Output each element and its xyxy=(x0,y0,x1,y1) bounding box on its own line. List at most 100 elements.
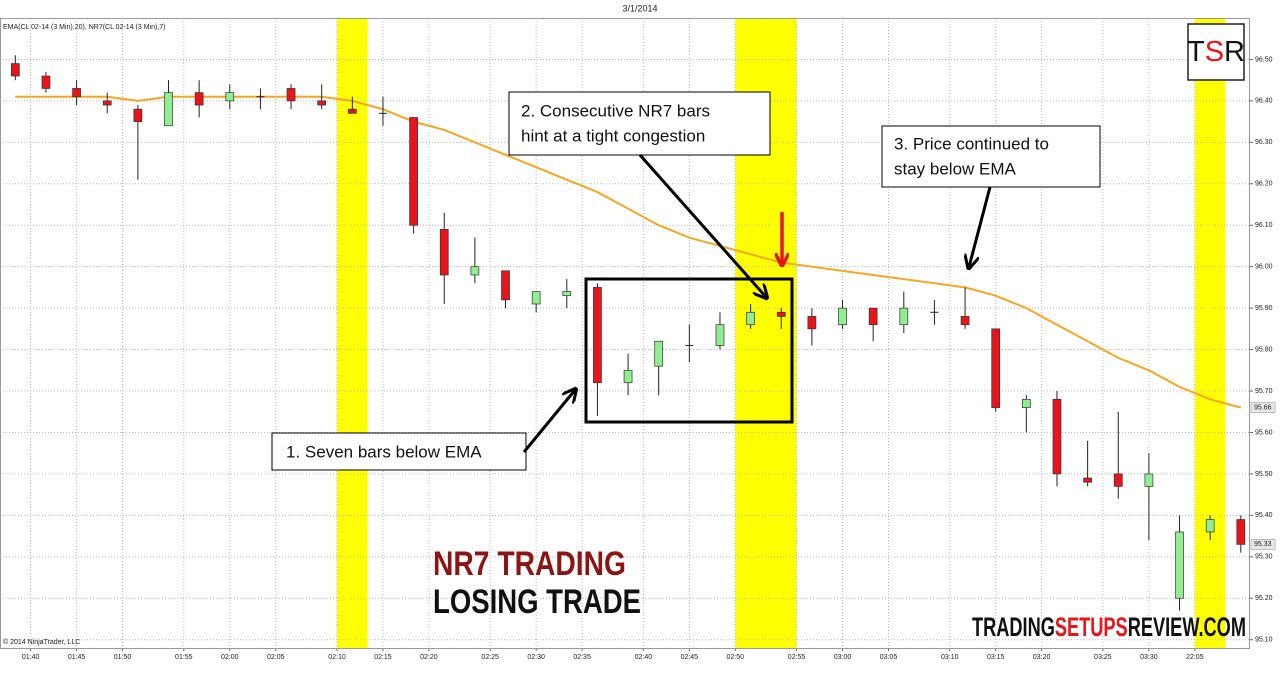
logo-letter: R xyxy=(1224,36,1245,68)
x-tick-label: 02:00 xyxy=(221,654,239,661)
candle-body xyxy=(1236,519,1246,545)
logo: TSR xyxy=(1187,36,1245,68)
congestion-box xyxy=(584,277,794,424)
grid: 96.50 96.40 96.30 96.20 96.10 96.00 95.90 95.80… xyxy=(0,18,1273,661)
x-tick-label: 02:15 xyxy=(374,654,392,661)
candle-body xyxy=(72,88,81,98)
x-tick-label: 01:50 xyxy=(114,654,132,661)
candle-body xyxy=(1021,398,1031,408)
price-tag xyxy=(1250,402,1276,413)
indicator-label: EMA(CL 02-14 (3 Min),20), NR7(CL 02-14 (… xyxy=(3,24,165,31)
x-tick-label: 02:40 xyxy=(635,654,653,661)
candle-body xyxy=(286,88,296,102)
x-tick-label: 22:05 xyxy=(1186,654,1204,661)
x-tick-label: 02:50 xyxy=(727,654,745,661)
arrow xyxy=(638,154,766,297)
candle-body xyxy=(501,270,510,301)
y-tick-label: 95.50 xyxy=(1255,471,1273,478)
copyright: © 2014 NinjaTrader, LLC xyxy=(3,638,80,646)
x-tick-label: 03:25 xyxy=(1094,654,1112,661)
y-tick-label: 95.10 xyxy=(1255,637,1273,644)
y-tick-label: 96.30 xyxy=(1255,139,1273,146)
x-tick-label: 02:55 xyxy=(788,654,806,661)
x-tick-label: 02:35 xyxy=(573,654,591,661)
headline: LOSING TRADE xyxy=(433,583,641,621)
annotation-box xyxy=(881,125,1101,188)
candle-body xyxy=(807,316,817,330)
candle-body xyxy=(868,307,878,326)
price-tag-label: 95.33 xyxy=(1254,541,1272,548)
y-tick-label: 95.20 xyxy=(1255,595,1273,602)
y-tick-label: 95.70 xyxy=(1255,388,1273,395)
candle-body xyxy=(991,328,1001,408)
chart-title: 3/1/2014 xyxy=(622,3,657,13)
candle-body xyxy=(1144,473,1154,487)
candle-body xyxy=(715,324,725,346)
annotation: 3. Price continued to xyxy=(894,134,1049,153)
y-tick-label: 95.40 xyxy=(1255,512,1273,519)
candle-body xyxy=(470,266,480,276)
x-tick-label: 02:30 xyxy=(527,654,545,661)
candle-body xyxy=(10,63,20,77)
arrow xyxy=(522,390,575,453)
annotation: 2. Consecutive NR7 bars xyxy=(521,101,710,120)
watermark-part: SETUPS xyxy=(1055,612,1128,642)
watermark: TRADINGSETUPSREVIEW.COM xyxy=(972,612,1246,642)
price-tag xyxy=(1250,539,1276,550)
price-tag-label: 95.66 xyxy=(1254,404,1272,411)
annotation-box xyxy=(508,91,771,156)
candle-body xyxy=(317,100,327,106)
arrow xyxy=(969,186,992,267)
watermark-part: REVIEW.COM xyxy=(1128,612,1246,642)
candle-body xyxy=(623,369,633,384)
x-tick-label: 02:05 xyxy=(267,654,285,661)
candle-body xyxy=(746,311,755,326)
candle-body xyxy=(562,291,572,297)
candle-body xyxy=(838,307,847,326)
candle-body xyxy=(347,108,357,114)
y-tick-label: 95.30 xyxy=(1255,554,1273,561)
annotation: stay below EMA xyxy=(894,159,1017,178)
highlights xyxy=(337,18,1226,648)
x-tick-label: 01:55 xyxy=(175,654,193,661)
y-tick-label: 95.90 xyxy=(1255,305,1273,312)
candle-body xyxy=(102,100,112,106)
x-tick-label: 03:20 xyxy=(1033,654,1051,661)
y-tick-label: 96.50 xyxy=(1255,56,1273,63)
y-tick-label: 96.40 xyxy=(1255,98,1273,105)
x-tick-label: 01:40 xyxy=(22,654,40,661)
candle-body xyxy=(164,92,173,127)
y-tick-label: 96.00 xyxy=(1255,264,1273,271)
candle-body xyxy=(133,108,143,122)
annotation: hint at a tight congestion xyxy=(521,126,705,145)
headline: NR7 TRADING xyxy=(433,545,626,583)
x-tick-label: 02:25 xyxy=(481,654,499,661)
watermark-part: TRADING xyxy=(972,612,1055,642)
candle-body xyxy=(593,287,602,384)
y-tick-label: 96.20 xyxy=(1255,181,1273,188)
x-tick-label: 03:00 xyxy=(834,654,852,661)
x-tick-label: 03:10 xyxy=(941,654,959,661)
logo-box xyxy=(1187,23,1245,81)
logo-letter: S xyxy=(1205,36,1224,68)
y-tick-label: 95.80 xyxy=(1255,346,1273,353)
x-tick-label: 03:30 xyxy=(1140,654,1158,661)
candle-body xyxy=(776,311,786,317)
x-tick-label: 01:45 xyxy=(68,654,86,661)
candle-body xyxy=(899,307,909,326)
ema-line xyxy=(15,95,1242,409)
candle-body xyxy=(1113,473,1123,487)
plot-border xyxy=(0,18,1250,649)
candle-body xyxy=(41,75,51,89)
x-tick-label: 02:20 xyxy=(420,654,438,661)
candle-body xyxy=(531,291,541,305)
x-tick-label: 03:05 xyxy=(880,654,898,661)
annotation: 1. Seven bars below EMA xyxy=(286,442,482,461)
candle-body xyxy=(1052,398,1062,475)
plot: 95.66 95.33 xyxy=(10,55,1276,611)
candle-body xyxy=(960,316,970,326)
candle-body xyxy=(1205,519,1215,533)
candle-body xyxy=(654,340,664,367)
annotation-box xyxy=(271,432,527,471)
